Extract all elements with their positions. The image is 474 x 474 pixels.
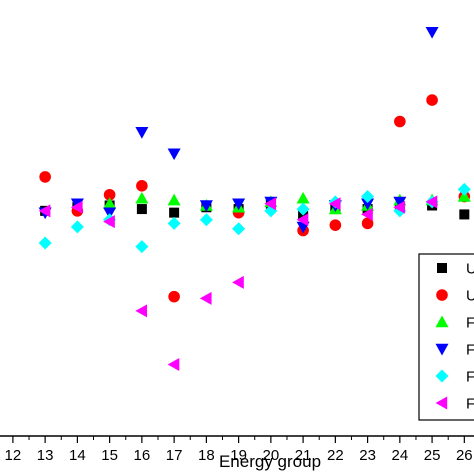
x-tick-label: 23 — [359, 447, 376, 464]
x-tick-label: 26 — [456, 447, 473, 464]
data-point-series-4 — [199, 200, 213, 212]
data-points — [38, 26, 471, 372]
legend-marker-1 — [437, 263, 447, 273]
data-point-series-6 — [328, 197, 341, 211]
data-point-series-4 — [361, 198, 375, 211]
legend-box — [418, 253, 474, 421]
x-tick-label: 22 — [327, 447, 344, 464]
x-tick-label: 13 — [37, 447, 54, 464]
legend-marker-6 — [435, 396, 448, 410]
data-point-series-1 — [459, 209, 470, 220]
data-point-series-4 — [425, 26, 439, 39]
x-axis-ticks: 12 13 14 15 16 17 18 19 20 21 22 23 24 25 26 — [5, 436, 473, 464]
data-point-series-2 — [426, 94, 438, 106]
data-point-series-2 — [39, 171, 51, 183]
data-point-series-6 — [264, 197, 277, 211]
x-tick-label: 12 — [5, 447, 22, 464]
data-point-series-6 — [38, 204, 51, 218]
data-point-series-1 — [169, 207, 180, 218]
x-tick-label: 17 — [166, 447, 183, 464]
x-tick-label: 18 — [198, 447, 215, 464]
legend-marker-3 — [435, 315, 449, 328]
data-point-series-6 — [232, 275, 244, 289]
legend-label-1: U — [466, 261, 474, 278]
data-point-series-6 — [361, 207, 373, 221]
data-point-series-5 — [199, 213, 213, 227]
data-point-series-4 — [232, 198, 246, 211]
data-point-series-3 — [135, 191, 149, 204]
data-point-series-5 — [296, 202, 310, 216]
x-tick-label: 15 — [101, 447, 118, 464]
data-point-series-6 — [425, 195, 438, 209]
legend-marker-4 — [435, 343, 449, 356]
x-tick-label: 21 — [295, 447, 312, 464]
data-point-series-5 — [457, 182, 471, 196]
data-point-series-2 — [103, 188, 116, 201]
data-point-series-5 — [70, 220, 84, 234]
data-point-series-2 — [361, 217, 374, 230]
data-point-series-3 — [167, 193, 181, 206]
data-point-series-5 — [38, 236, 52, 250]
data-point-series-3 — [103, 197, 117, 209]
x-axis-title: Energy group — [219, 452, 321, 471]
x-tick-label: 20 — [263, 447, 280, 464]
legend-label-2: U — [466, 288, 474, 305]
x-tick-label: 19 — [230, 447, 247, 464]
data-point-series-4 — [167, 148, 181, 161]
data-point-series-6 — [135, 304, 148, 318]
data-point-series-5 — [135, 240, 149, 254]
data-point-series-2 — [394, 115, 406, 128]
data-point-series-2 — [168, 290, 180, 303]
data-point-series-5 — [232, 222, 246, 236]
data-point-series-6 — [70, 200, 83, 214]
x-tick-label: 16 — [134, 447, 151, 464]
x-tick-label: 24 — [391, 447, 408, 464]
data-point-series-2 — [329, 219, 342, 231]
legend-label-3: F — [466, 315, 474, 332]
data-point-series-6 — [103, 215, 115, 229]
data-point-series-1 — [136, 204, 147, 215]
legend-marker-2 — [436, 289, 448, 301]
legend-label-4: F — [466, 342, 474, 359]
data-point-series-6 — [199, 291, 212, 305]
x-tick-label: 14 — [69, 447, 86, 464]
x-tick-label: 25 — [424, 447, 441, 464]
data-point-series-3 — [296, 191, 310, 204]
data-point-series-4 — [393, 196, 407, 209]
data-point-series-5 — [361, 190, 375, 204]
data-point-series-5 — [167, 216, 181, 230]
legend-label-6: F — [466, 396, 474, 413]
data-point-series-2 — [136, 180, 148, 192]
legend-marker-5 — [435, 369, 449, 383]
data-point-series-4 — [135, 127, 149, 139]
data-point-series-6 — [167, 358, 180, 372]
data-point-series-6 — [296, 213, 309, 227]
data-point-series-6 — [393, 200, 406, 214]
legend-label-5: F — [466, 369, 474, 386]
